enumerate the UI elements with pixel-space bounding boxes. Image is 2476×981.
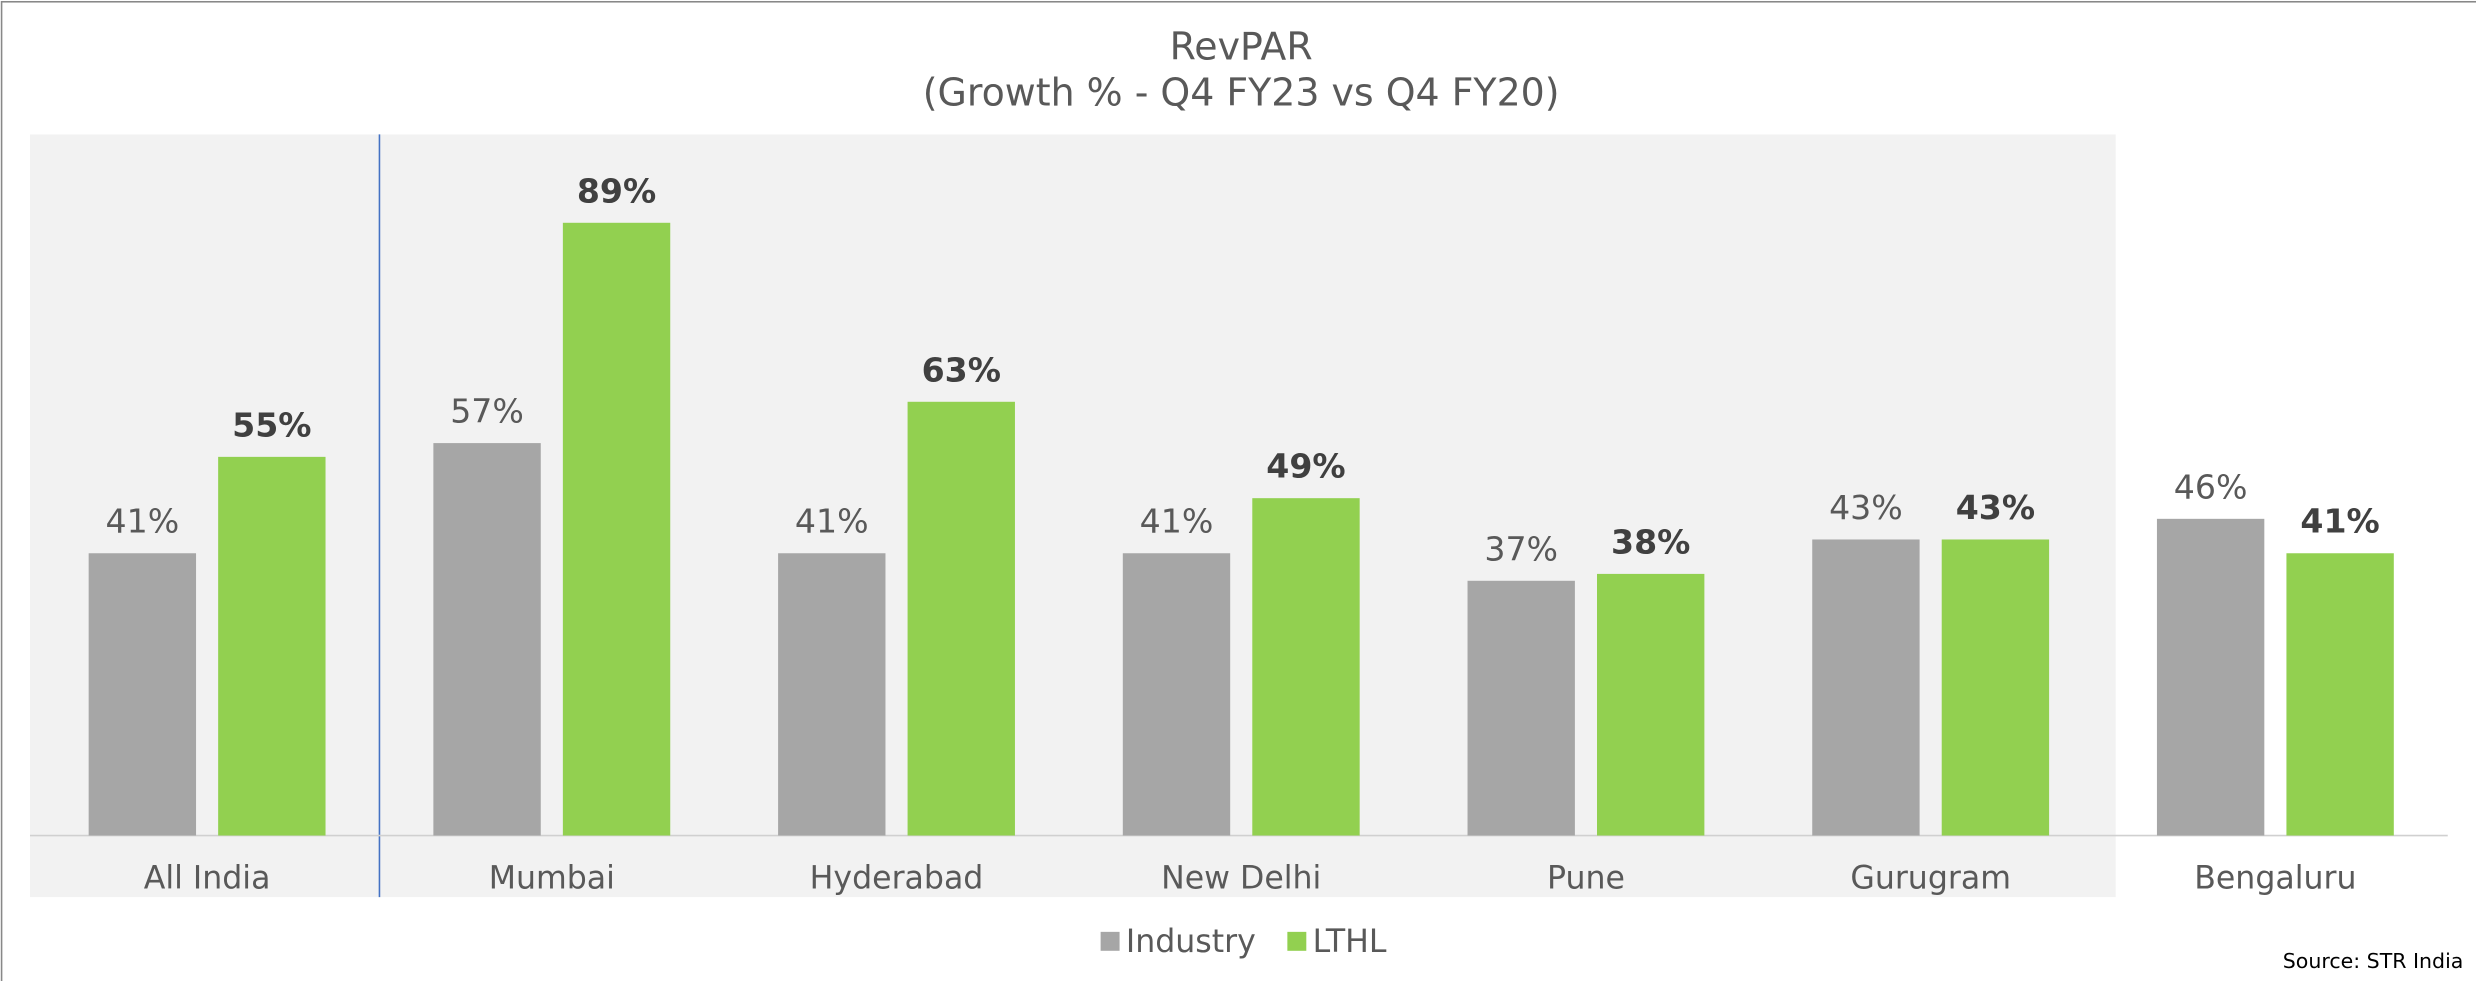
- x-tick-label: Pune: [1547, 861, 1625, 897]
- x-tick-label: All India: [144, 861, 271, 897]
- legend-label: LTHL: [1313, 924, 1387, 960]
- background-layer: [30, 134, 2448, 898]
- chart-subtitle: (Growth % - Q4 FY23 vs Q4 FY20): [923, 70, 1560, 114]
- bar: [433, 443, 541, 836]
- data-label: 41%: [106, 502, 180, 541]
- data-label: 41%: [2300, 502, 2379, 541]
- bar: [907, 401, 1015, 836]
- data-label: 57%: [450, 392, 524, 431]
- bar: [1597, 573, 1705, 836]
- legend-swatch: [1100, 931, 1120, 951]
- data-label: 43%: [1956, 488, 2035, 527]
- bar: [1941, 539, 2050, 836]
- x-tick-label: Bengaluru: [2194, 861, 2356, 897]
- data-label: 55%: [232, 405, 311, 444]
- data-label: 37%: [1484, 529, 1558, 568]
- bar: [562, 222, 671, 836]
- bar: [1122, 553, 1231, 836]
- source-note: Source: STR India: [2283, 949, 2464, 973]
- bar: [1812, 539, 1920, 836]
- data-label: 38%: [1611, 522, 1690, 561]
- data-label: 63%: [922, 350, 1001, 389]
- bar: [2286, 553, 2394, 836]
- legend-label: Industry: [1126, 924, 1256, 960]
- bar: [778, 553, 886, 836]
- data-label: 43%: [1829, 488, 1903, 527]
- x-tick-label: Hyderabad: [810, 861, 984, 897]
- data-label: 89%: [577, 171, 656, 210]
- legend-swatch: [1287, 931, 1307, 951]
- bar: [1252, 498, 1360, 836]
- shaded-panel: [30, 134, 2116, 898]
- chart-title: RevPAR: [1170, 25, 1313, 69]
- bar: [2156, 518, 2265, 836]
- data-label: 41%: [795, 502, 869, 541]
- data-label: 49%: [1266, 447, 1345, 486]
- data-label: 46%: [2174, 467, 2248, 506]
- x-tick-label: Gurugram: [1850, 861, 2011, 897]
- bar: [1467, 580, 1575, 836]
- x-tick-label: New Delhi: [1161, 861, 1321, 897]
- bar: [88, 553, 197, 836]
- x-tick-label: Mumbai: [489, 861, 615, 897]
- bar: [218, 456, 326, 836]
- data-label: 41%: [1140, 502, 1214, 541]
